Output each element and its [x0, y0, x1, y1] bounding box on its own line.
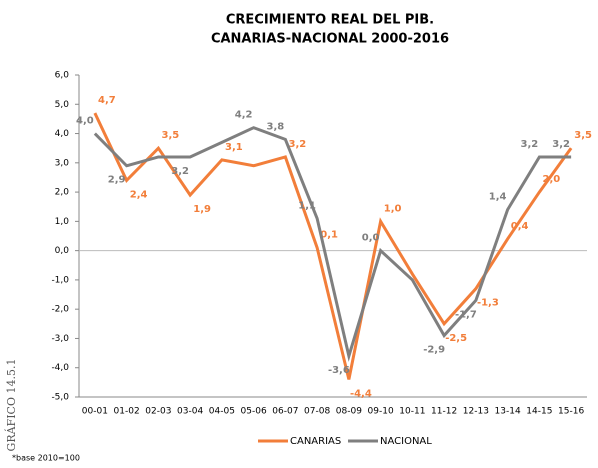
- x-tick-label: 07-08: [304, 407, 330, 417]
- y-tick-label: 4,0: [55, 129, 70, 139]
- x-tick-label: 10-11: [399, 407, 425, 417]
- x-tick-label: 13-14: [495, 407, 521, 417]
- value-label: 0,0: [362, 233, 380, 244]
- value-label: 3,2: [521, 139, 539, 150]
- value-label: 3,1: [225, 142, 243, 153]
- legend-label: CANARIAS: [290, 436, 341, 447]
- value-label: 3,5: [574, 130, 592, 141]
- x-tick-label: 00-01: [82, 407, 108, 417]
- value-label: -4,4: [350, 388, 372, 399]
- value-label: -1,3: [477, 298, 499, 309]
- y-tick-label: -2,0: [51, 305, 69, 315]
- value-label: -2,5: [445, 333, 467, 344]
- y-tick-label: 1,0: [55, 217, 70, 227]
- x-tick-label: 14-15: [526, 407, 552, 417]
- x-tick-label: 08-09: [336, 407, 362, 417]
- value-label: -2,9: [423, 345, 445, 356]
- value-label: -1,7: [455, 309, 477, 320]
- value-label: 2,4: [130, 189, 148, 200]
- value-label: 1,0: [384, 203, 402, 214]
- value-label: 1,4: [489, 192, 507, 203]
- value-label: 3,8: [267, 121, 285, 132]
- x-tick-label: 12-13: [463, 407, 489, 417]
- value-label: 2,0: [543, 174, 561, 185]
- x-tick-label: 04-05: [209, 407, 235, 417]
- y-tick-label: 3,0: [55, 158, 70, 168]
- y-tick-label: -5,0: [51, 393, 69, 403]
- x-tick-label: 11-12: [431, 407, 457, 417]
- value-label: 4,7: [98, 95, 116, 106]
- y-tick-label: -1,0: [51, 275, 69, 285]
- legend-label: NACIONAL: [380, 436, 432, 447]
- chart-title: CRECIMIENTO REAL DEL PIB.: [226, 13, 434, 28]
- y-tick-label: 2,0: [55, 188, 70, 198]
- value-label: 0,4: [511, 221, 529, 232]
- y-tick-label: -3,0: [51, 334, 69, 344]
- chart-subtitle: CANARIAS-NACIONAL 2000-2016: [211, 32, 449, 47]
- x-tick-label: 02-03: [145, 407, 171, 417]
- value-label: 2,9: [108, 175, 126, 186]
- y-tick-label: 0,0: [55, 246, 70, 256]
- x-tick-label: 03-04: [177, 407, 203, 417]
- x-tick-label: 06-07: [272, 407, 298, 417]
- x-tick-label: 15-16: [558, 407, 584, 417]
- value-label: 3,2: [552, 139, 570, 150]
- y-tick-label: -4,0: [51, 363, 69, 373]
- series-line: [93, 126, 572, 362]
- x-tick-label: 01-02: [114, 407, 140, 417]
- value-label: 1,9: [193, 204, 211, 215]
- value-label: 1,1: [298, 200, 316, 211]
- value-label: 3,2: [171, 166, 189, 177]
- value-label: -3,6: [328, 365, 350, 376]
- footnote: *base 2010=100: [12, 454, 80, 463]
- x-tick-label: 05-06: [241, 407, 267, 417]
- value-label: 0,1: [320, 230, 338, 241]
- value-label: 3,5: [162, 130, 180, 141]
- value-label: 4,0: [76, 116, 94, 127]
- series-line: [93, 112, 573, 380]
- x-tick-label: 09-10: [368, 407, 394, 417]
- side-label: GRÁFICO 14.5.1: [4, 359, 18, 452]
- value-label: 4,2: [235, 110, 253, 121]
- value-label: 3,2: [289, 139, 307, 150]
- y-tick-label: 5,0: [55, 100, 70, 110]
- y-tick-label: 6,0: [55, 71, 70, 81]
